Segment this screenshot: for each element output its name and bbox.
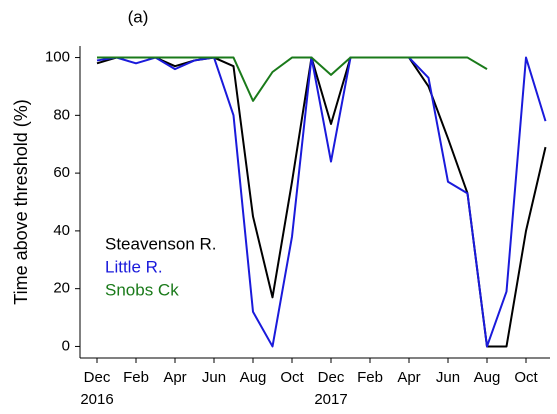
y-axis-label: Time above threshold (%) [11, 99, 31, 304]
series-line [96, 56, 547, 348]
year-label: 2016 [80, 391, 113, 408]
x-tick-label: Jun [436, 369, 460, 386]
y-tick-label: 100 [45, 49, 70, 66]
series-line [97, 56, 488, 102]
y-tick-label: 0 [62, 337, 70, 354]
x-tick-label: Aug [474, 369, 501, 386]
y-tick-label: 80 [53, 106, 70, 123]
x-tick-label: Feb [357, 369, 383, 386]
year-label: 2017 [314, 391, 347, 408]
legend-label: Steavenson R. [105, 234, 217, 253]
x-tick-label: Dec [84, 369, 111, 386]
y-tick-label: 40 [53, 222, 70, 239]
legend-label: Snobs Ck [105, 280, 179, 299]
x-tick-label: Aug [240, 369, 267, 386]
x-tick-label: Oct [280, 369, 304, 386]
y-tick-label: 20 [53, 280, 70, 297]
legend-label: Little R. [105, 257, 163, 276]
x-tick-label: Feb [123, 369, 149, 386]
panel-label: (a) [128, 7, 149, 26]
x-tick-label: Jun [202, 369, 226, 386]
x-tick-label: Oct [514, 369, 538, 386]
y-tick-label: 60 [53, 164, 70, 181]
series-line [96, 56, 547, 348]
x-tick-label: Dec [318, 369, 345, 386]
x-tick-label: Apr [397, 369, 420, 386]
x-tick-label: Apr [163, 369, 186, 386]
